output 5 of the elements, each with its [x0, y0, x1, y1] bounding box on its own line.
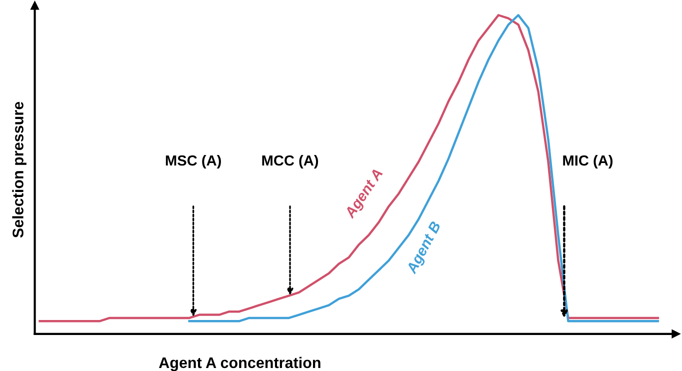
y-axis-title: Selection pressure — [12, 102, 26, 238]
annotation: MIC (A) — [563, 154, 613, 169]
annotation: MSC (A) — [166, 154, 221, 169]
x-axis-title: Agent A concentration — [158, 356, 320, 371]
annotation: MCC (A) — [262, 154, 318, 169]
